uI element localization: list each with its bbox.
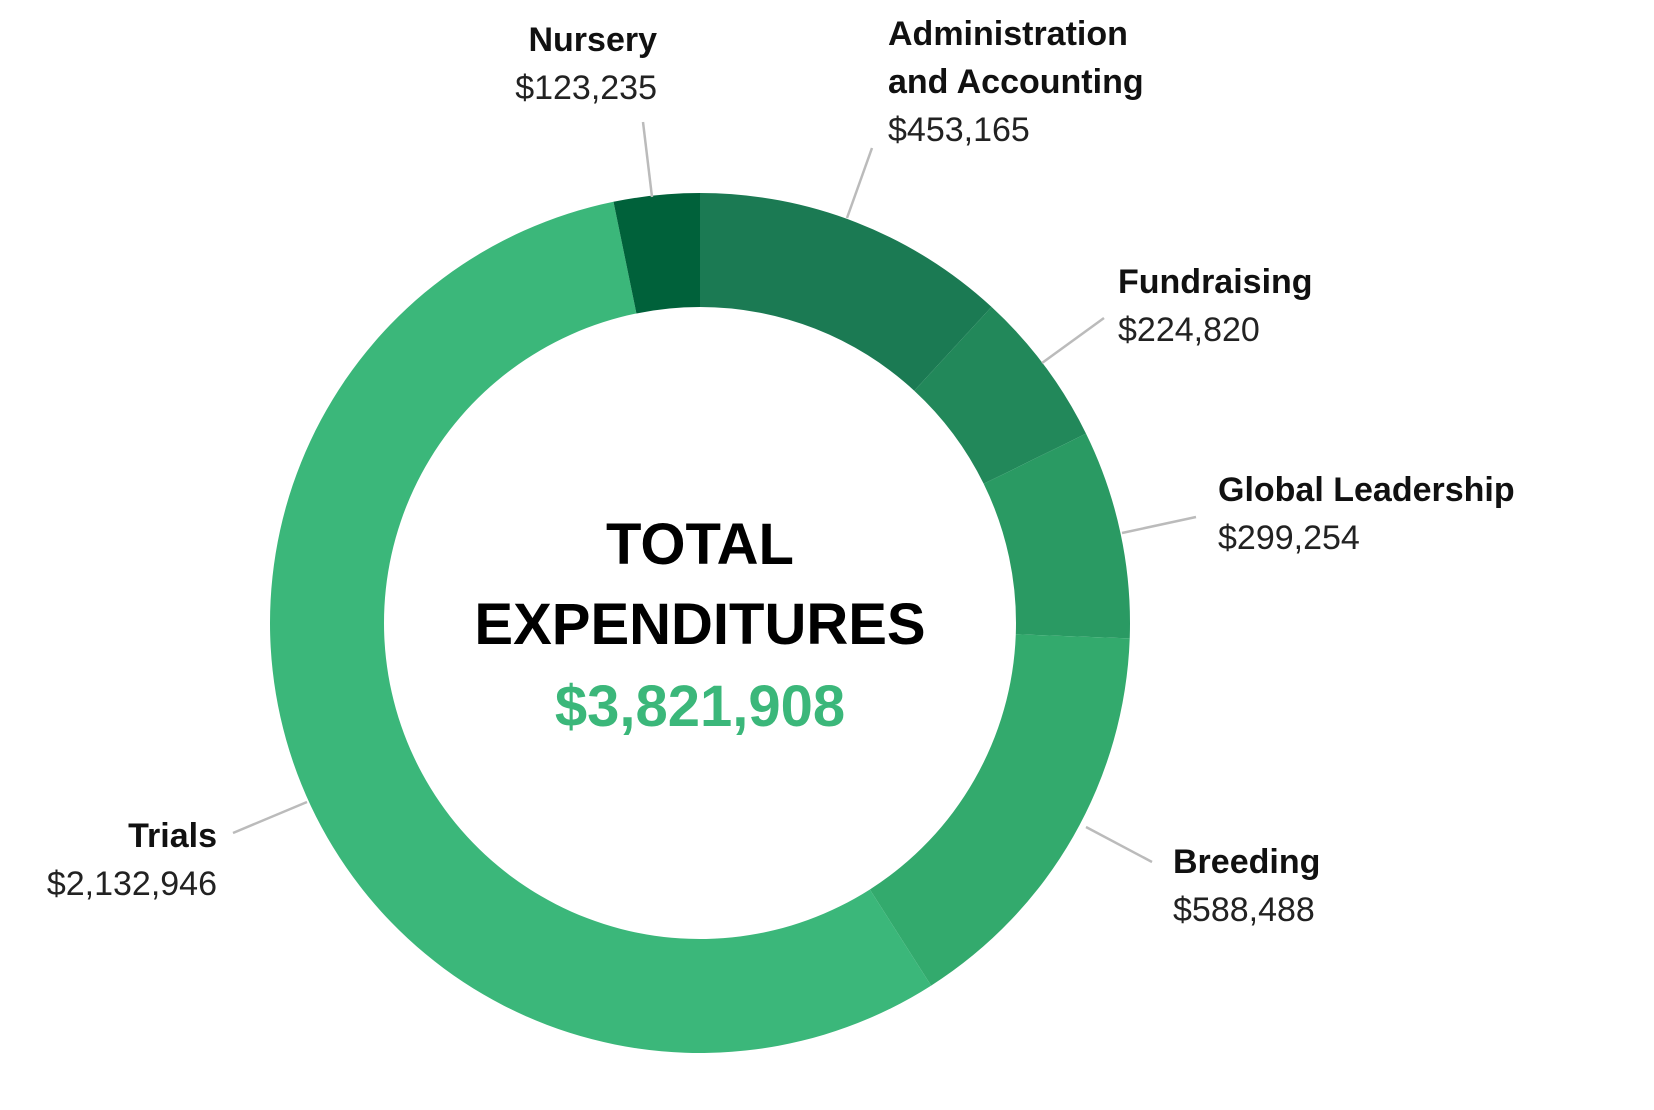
leader-line — [1121, 515, 1197, 535]
donut-segment — [983, 433, 1130, 639]
total: $3,821,908 — [554, 674, 846, 739]
value-label: $453,165 — [888, 111, 1030, 149]
value-label: $588,488 — [1173, 891, 1315, 929]
slice-label: Administration and Accounting $453,165 — [888, 10, 1188, 154]
category-label: Nursery — [528, 21, 657, 59]
category-label: Breeding — [1173, 843, 1321, 881]
leader-line — [1085, 825, 1153, 864]
leader-line — [641, 121, 654, 198]
category-label: Global Leadership — [1218, 471, 1515, 509]
category-label: Administration and Accounting — [888, 15, 1144, 101]
center-label: TOTAL EXPENDITURES $3,821,908 — [440, 505, 960, 749]
leader-line — [232, 800, 308, 835]
slice-label: Nursery $123,235 — [457, 16, 657, 112]
slice-label: Fundraising $224,820 — [1118, 258, 1518, 354]
value-label: $2,132,946 — [46, 865, 217, 903]
value-label: $299,254 — [1218, 519, 1360, 557]
slice-label: Trials $2,132,946 — [17, 812, 217, 908]
slice-label: Breeding $588,488 — [1173, 838, 1573, 934]
leader-line — [845, 147, 874, 219]
slice-label: Global Leadership $299,254 — [1218, 466, 1638, 562]
center-title: TOTAL EXPENDITURES — [474, 512, 926, 657]
donut-segment — [269, 201, 932, 1054]
value-label: $224,820 — [1118, 311, 1260, 349]
donut-segment — [613, 193, 700, 314]
value-label: $123,235 — [515, 69, 657, 107]
donut-segment — [914, 306, 1087, 484]
category-label: Trials — [128, 817, 217, 855]
leader-line — [1041, 316, 1105, 365]
donut-segment — [869, 634, 1130, 986]
donut-segment — [700, 193, 992, 391]
category-label: Fundraising — [1118, 263, 1313, 301]
